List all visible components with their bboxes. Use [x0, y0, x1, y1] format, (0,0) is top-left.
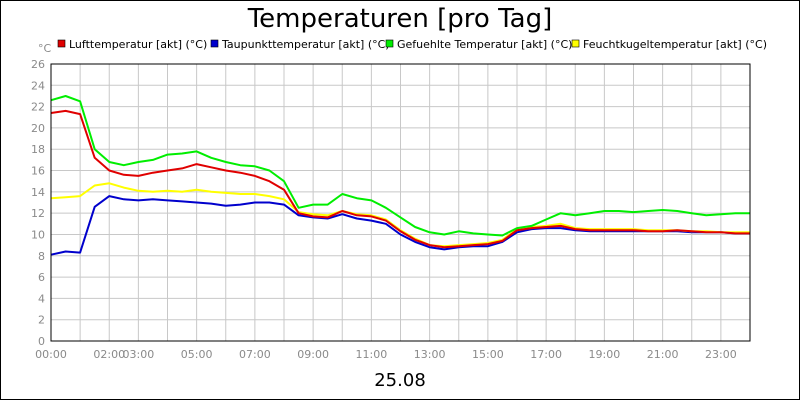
series-line-2	[50, 95, 750, 237]
x-tick-label: 17:00	[530, 348, 562, 361]
chart-title: Temperaturen [pro Tag]	[247, 4, 553, 34]
legend-label: Lufttemperatur [akt] (°C)	[69, 38, 207, 51]
x-tick-label: 03:00	[123, 348, 155, 361]
series-line-0	[50, 109, 750, 249]
y-tick-label: 12	[31, 207, 45, 220]
legend-swatch	[57, 39, 66, 48]
legend: Lufttemperatur [akt] (°C) Taupunkttempera…	[57, 38, 767, 51]
x-tick-label: 15:00	[472, 348, 504, 361]
y-tick-label: 4	[38, 292, 45, 305]
x-tick-label: 09:00	[297, 348, 329, 361]
legend-label: Gefuehlte Temperatur [akt] (°C)	[397, 38, 572, 51]
legend-label: Taupunkttemperatur [akt] (°C)	[221, 38, 390, 51]
x-tick-label: 00:00	[35, 348, 67, 361]
x-tick-label: 19:00	[589, 348, 621, 361]
legend-item-2: Gefuehlte Temperatur [akt] (°C)	[385, 38, 572, 51]
x-tick-label: 11:00	[356, 348, 388, 361]
x-tick-label: 23:00	[705, 348, 737, 361]
series-line-1	[50, 195, 750, 256]
plot-border	[50, 63, 751, 342]
y-tick-label: 22	[31, 101, 45, 114]
x-tick-label: 07:00	[239, 348, 271, 361]
x-tick-label: 05:00	[181, 348, 213, 361]
x-tick-label: 13:00	[414, 348, 446, 361]
y-tick-label: 2	[38, 314, 45, 327]
y-tick-label: 18	[31, 143, 45, 156]
y-tick-label: 10	[31, 228, 45, 241]
legend-swatch	[210, 39, 219, 48]
legend-swatch	[385, 39, 394, 48]
y-tick-label: 20	[31, 122, 45, 135]
legend-label: Feuchtkugeltemperatur [akt] (°C)	[583, 38, 767, 51]
legend-item-0: Lufttemperatur [akt] (°C)	[57, 38, 207, 51]
legend-swatch	[571, 39, 580, 48]
y-tick-label: 8	[38, 250, 45, 263]
y-tick-label: 14	[31, 186, 45, 199]
y-unit-label: °C	[38, 42, 52, 55]
series-group	[50, 95, 750, 256]
y-tick-label: 0	[38, 335, 45, 348]
x-tick-label: 02:00	[93, 348, 125, 361]
legend-item-1: Taupunkttemperatur [akt] (°C)	[210, 38, 390, 51]
y-tick-label: 24	[31, 79, 45, 92]
y-tick-label: 26	[31, 58, 45, 71]
legend-item-3: Feuchtkugeltemperatur [akt] (°C)	[571, 38, 767, 51]
y-tick-label: 6	[38, 271, 45, 284]
y-tick-label: 16	[31, 165, 45, 178]
date-label: 25.08	[374, 370, 426, 391]
x-tick-label: 21:00	[647, 348, 679, 361]
